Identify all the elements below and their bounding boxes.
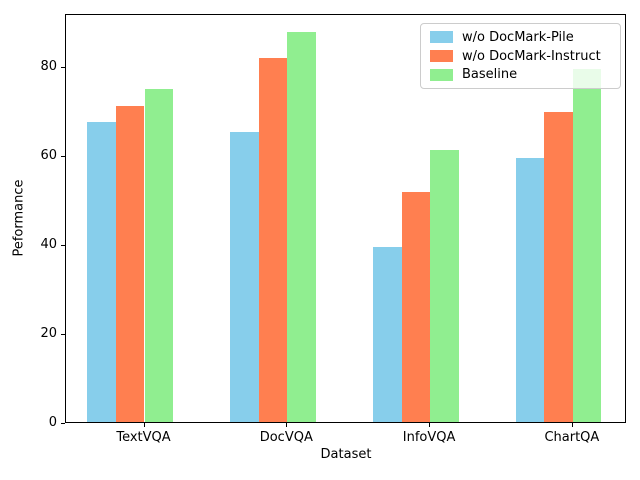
legend-item-1: w/o DocMark-Instruct	[430, 47, 611, 66]
x-tick	[143, 423, 145, 427]
bar-TextVQA-series1	[115, 106, 145, 422]
plot-area: w/o DocMark-Pile w/o DocMark-Instruct Base…	[65, 14, 626, 423]
bar-DocVQA-series1	[258, 58, 288, 422]
y-tick-label: 60	[40, 148, 57, 164]
bar-TextVQA-series2	[144, 89, 174, 422]
bar-InfoVQA-series0	[373, 247, 402, 422]
legend-swatch-icon	[430, 68, 453, 81]
x-tick	[429, 423, 431, 427]
legend-item-0: w/o DocMark-Pile	[430, 28, 611, 47]
x-tick	[286, 423, 288, 427]
bar-DocVQA-series2	[287, 31, 316, 422]
legend-swatch-icon	[430, 31, 453, 44]
y-tick	[61, 67, 65, 69]
y-tick	[61, 245, 65, 247]
y-tick	[61, 334, 65, 336]
bar-InfoVQA-series2	[430, 149, 459, 422]
legend-item-2: Baseline	[430, 65, 611, 84]
bars-layer	[66, 15, 625, 422]
bar-DocVQA-series0	[230, 131, 259, 422]
bar-ChartQA-series0	[515, 157, 545, 422]
y-tick-label: 40	[40, 237, 57, 253]
bar-ChartQA-series2	[572, 68, 602, 422]
x-axis-label: Dataset	[320, 447, 372, 462]
legend-label: w/o DocMark-Instruct	[462, 48, 601, 64]
x-tick-label: DocVQA	[259, 430, 313, 445]
y-tick-label: 20	[40, 326, 57, 342]
x-tick	[571, 423, 573, 427]
x-tick-label: ChartQA	[544, 430, 600, 445]
bar-InfoVQA-series1	[401, 191, 431, 422]
bar-ChartQA-series1	[544, 111, 573, 422]
x-tick-label: InfoVQA	[402, 430, 456, 445]
y-tick-label: 0	[48, 415, 57, 430]
legend-swatch-icon	[430, 50, 453, 62]
legend: w/o DocMark-Pile w/o DocMark-Instruct Base…	[420, 23, 621, 89]
y-tick-label: 80	[40, 59, 57, 75]
x-tick-label: TextVQA	[116, 430, 171, 445]
legend-label: Baseline	[462, 67, 518, 83]
bar-TextVQA-series0	[87, 121, 116, 422]
y-tick	[61, 156, 65, 158]
legend-label: w/o DocMark-Pile	[462, 29, 574, 45]
y-tick	[61, 423, 65, 424]
